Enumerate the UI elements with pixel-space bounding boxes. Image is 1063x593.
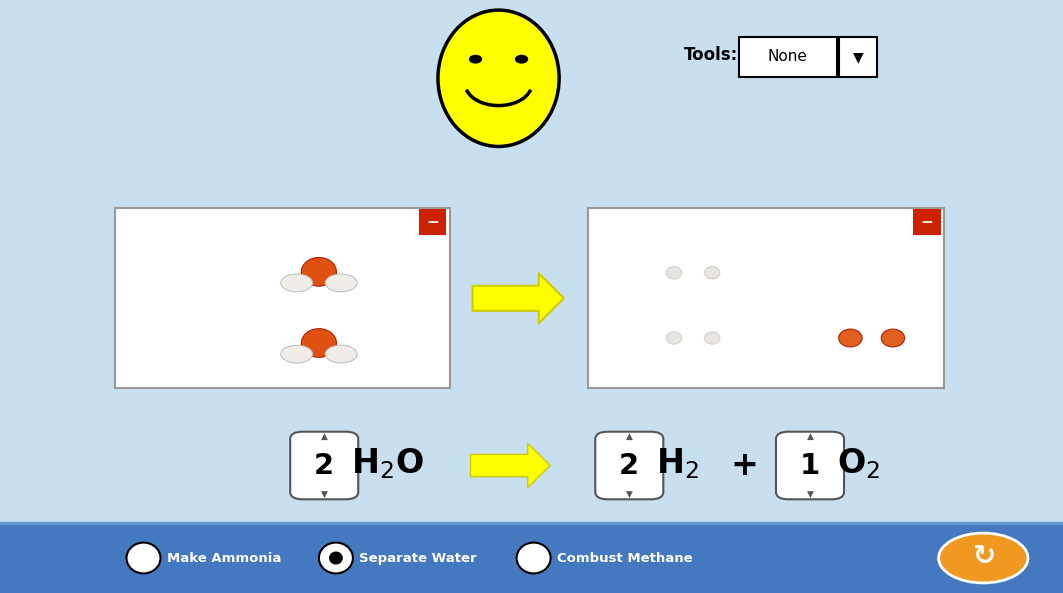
FancyBboxPatch shape <box>776 432 844 499</box>
Text: ▲: ▲ <box>807 432 813 441</box>
Text: ▼: ▼ <box>853 50 863 64</box>
Text: H$_2$O: H$_2$O <box>351 447 423 481</box>
Ellipse shape <box>667 332 681 344</box>
Ellipse shape <box>705 267 720 279</box>
Text: 2: 2 <box>315 451 334 480</box>
FancyArrowPatch shape <box>473 273 563 323</box>
Text: Combust Methane: Combust Methane <box>557 551 693 565</box>
Text: ▼: ▼ <box>626 490 632 499</box>
Ellipse shape <box>302 257 336 286</box>
Ellipse shape <box>126 543 161 573</box>
FancyArrowPatch shape <box>471 444 550 487</box>
Text: 2: 2 <box>620 451 639 480</box>
Text: ↻: ↻ <box>972 542 995 570</box>
Text: −: − <box>921 215 933 230</box>
Ellipse shape <box>517 543 551 573</box>
Text: 1: 1 <box>799 451 821 480</box>
Circle shape <box>281 345 313 363</box>
Text: −: − <box>426 215 439 230</box>
FancyBboxPatch shape <box>419 209 446 235</box>
Ellipse shape <box>705 332 720 344</box>
Text: ▲: ▲ <box>321 432 327 441</box>
Ellipse shape <box>469 55 483 63</box>
FancyBboxPatch shape <box>595 432 663 499</box>
FancyBboxPatch shape <box>739 37 837 77</box>
Circle shape <box>939 533 1028 583</box>
Text: Separate Water: Separate Water <box>359 551 477 565</box>
FancyBboxPatch shape <box>839 37 877 77</box>
Text: Make Ammonia: Make Ammonia <box>167 551 282 565</box>
Ellipse shape <box>514 55 528 63</box>
FancyBboxPatch shape <box>913 209 941 235</box>
Text: O$_2$: O$_2$ <box>837 447 880 481</box>
Ellipse shape <box>330 551 343 565</box>
Text: Tools:: Tools: <box>684 46 738 63</box>
Text: ▲: ▲ <box>626 432 632 441</box>
Text: +: + <box>730 449 758 482</box>
FancyBboxPatch shape <box>290 432 358 499</box>
Ellipse shape <box>881 329 905 347</box>
Text: None: None <box>767 49 808 65</box>
Ellipse shape <box>839 329 862 347</box>
Text: H$_2$: H$_2$ <box>656 447 698 481</box>
Circle shape <box>325 274 357 292</box>
Text: ▼: ▼ <box>321 490 327 499</box>
Ellipse shape <box>302 329 336 358</box>
FancyBboxPatch shape <box>115 208 450 388</box>
Ellipse shape <box>319 543 353 573</box>
FancyBboxPatch shape <box>588 208 944 388</box>
Circle shape <box>281 274 313 292</box>
Ellipse shape <box>667 267 681 279</box>
Bar <box>0 523 1063 593</box>
Ellipse shape <box>438 10 559 146</box>
Text: ▼: ▼ <box>807 490 813 499</box>
Circle shape <box>325 345 357 363</box>
